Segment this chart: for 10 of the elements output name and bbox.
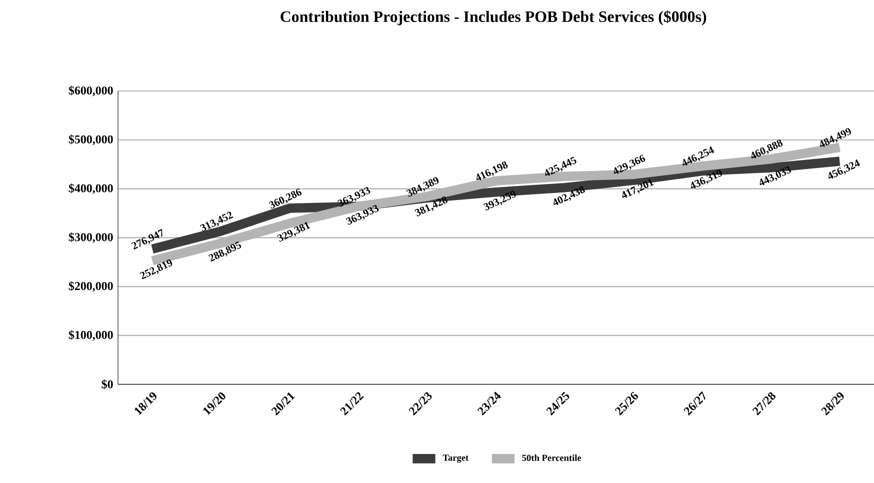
y-tick-label: $400,000 bbox=[68, 184, 113, 194]
y-tick-label: $0 bbox=[102, 380, 113, 390]
y-tick-label: $100,000 bbox=[68, 330, 113, 341]
y-tick-label: $300,000 bbox=[68, 232, 113, 243]
legend-label: Target bbox=[442, 454, 469, 463]
y-tick-label: $200,000 bbox=[68, 281, 113, 292]
chart-title: Contribution Projections - Includes POB Debt Services ($000s) bbox=[280, 10, 706, 26]
y-tick-label: $600,000 bbox=[68, 86, 113, 96]
y-tick-label: $500,000 bbox=[68, 134, 113, 146]
legend-label: 50th Percentile bbox=[522, 454, 582, 461]
